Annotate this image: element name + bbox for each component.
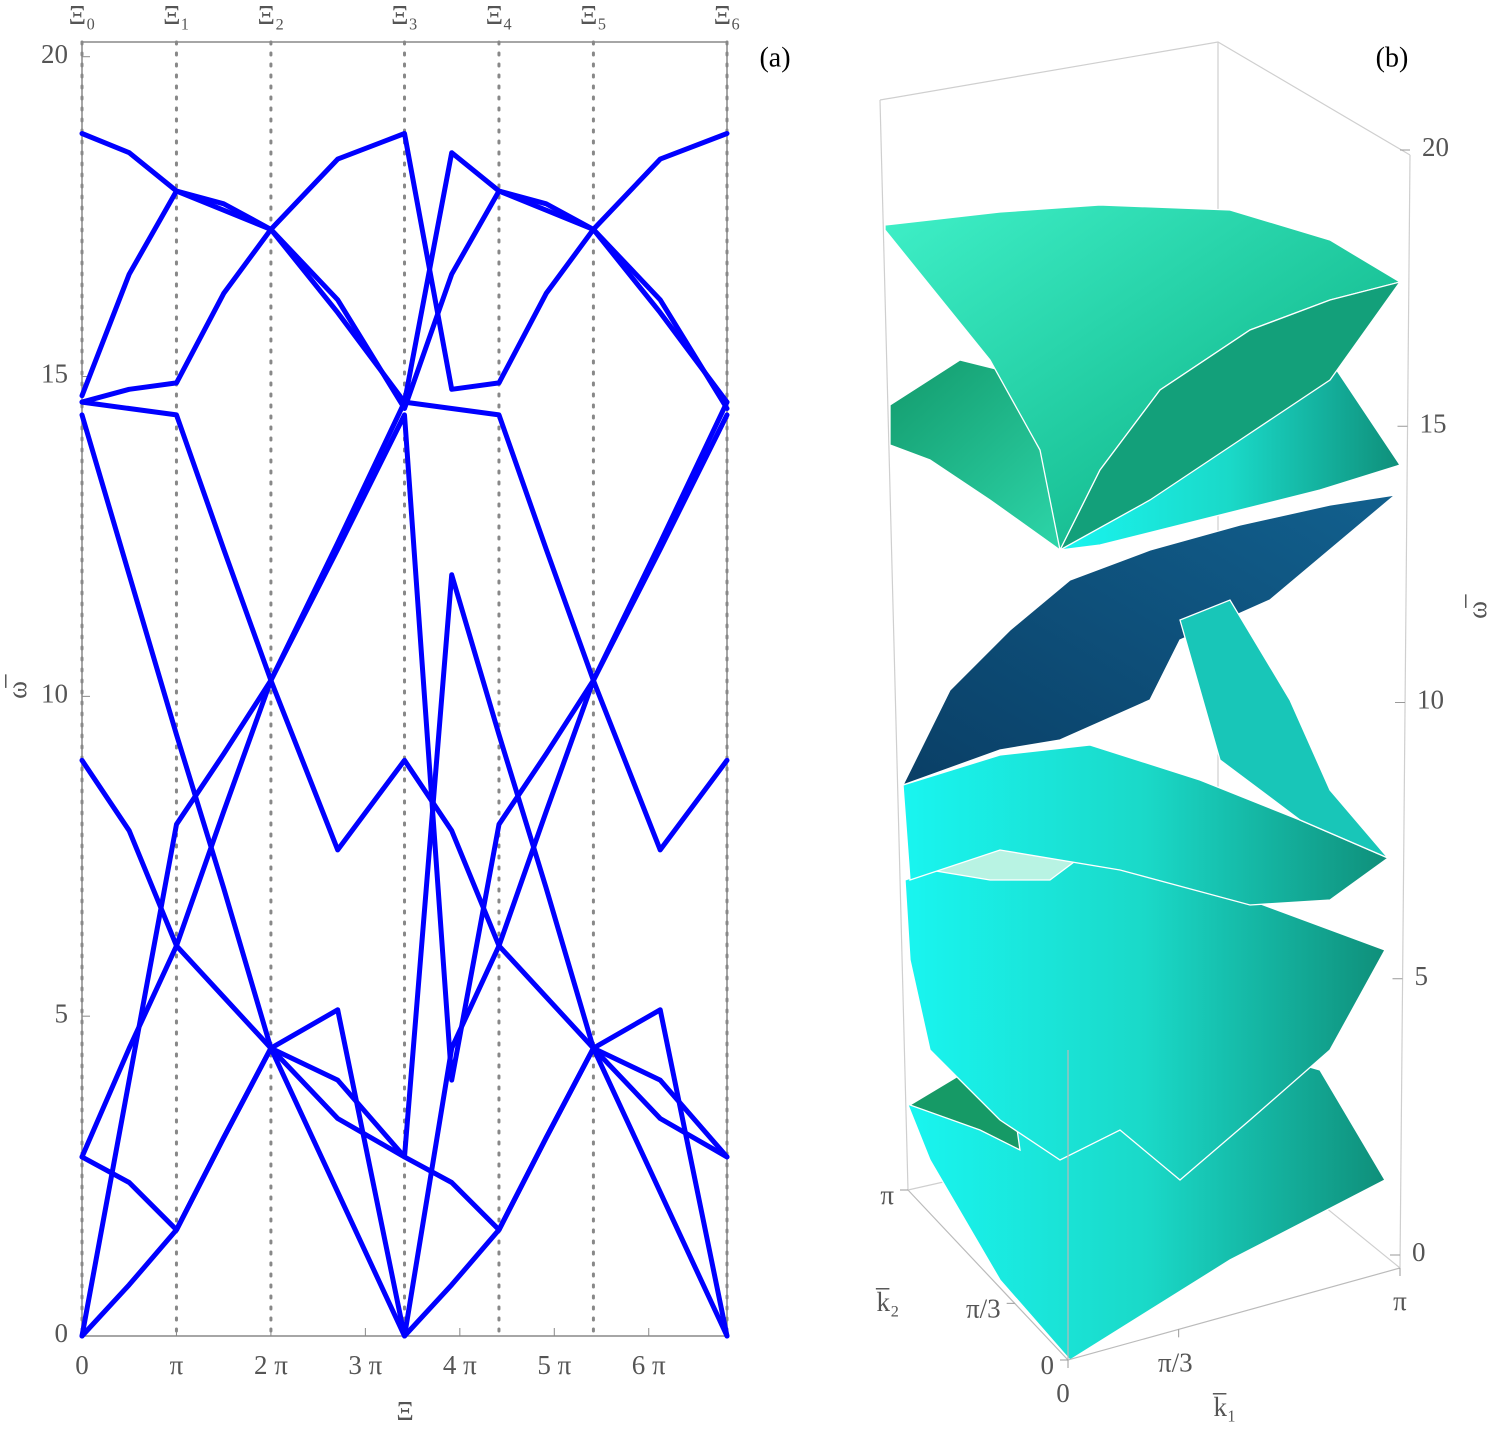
x-tick-label: π (1393, 1286, 1407, 1316)
x2-tick-label: Ξ₃ (391, 0, 418, 30)
x2-tick-label: Ξ₄ (486, 0, 513, 30)
x-tick-label: π/3 (1158, 1348, 1193, 1378)
panel-a: (a) Ξ ω̅ 0 5 10 15 20 0 π 2 π 3 π 4 π 5 π 6 π Ξ₀ Ξ₁ Ξ₂… (2, 0, 790, 1426)
x-tick-label: 0 (75, 1350, 89, 1380)
x-tick-label: 3 π (348, 1350, 382, 1380)
x2-tick-label: Ξ₁ (163, 0, 190, 30)
box-edge (879, 41, 1411, 156)
x2-tick-label: Ξ₆ (714, 0, 741, 30)
y-tick-label: π/3 (966, 1294, 1001, 1324)
x-axis-label: Ξ (396, 1396, 413, 1426)
y-axis-label: ω̅ (2, 674, 32, 699)
x-tick-label: π (170, 1350, 184, 1380)
y-tick-label: π (880, 1180, 894, 1210)
y-tick-label: 15 (41, 359, 68, 389)
surface (902, 744, 1390, 906)
band-line (79, 131, 730, 405)
x-tick-label: 2 π (254, 1350, 288, 1380)
y-tick-label: 20 (41, 39, 68, 69)
x-tick-label: 4 π (443, 1350, 477, 1380)
x-axis-label: k̅₁ (1213, 1392, 1237, 1422)
band-line (79, 1045, 730, 1339)
z-tick-label: 10 (1417, 685, 1444, 715)
z-axis-label: ω̅ (1462, 594, 1492, 619)
band-line (79, 412, 730, 1160)
x2-tick-label: Ξ₀ (69, 0, 96, 30)
box-edge (1399, 154, 1411, 1269)
surface (1179, 599, 1389, 859)
surfaces (884, 204, 1402, 1361)
y-axis-label: k̅₂ (876, 1287, 900, 1317)
x-tick-label: 0 (1056, 1378, 1070, 1408)
z-tick-label: 15 (1420, 408, 1447, 438)
z-tick-label: 20 (1422, 132, 1449, 162)
z-tick-label: 0 (1412, 1237, 1426, 1267)
x-tick-label: 5 π (537, 1350, 571, 1380)
panel-label: (b) (1376, 42, 1409, 73)
x-tick-label: 6 π (632, 1350, 666, 1380)
box-edge (879, 99, 909, 1191)
panel-label: (a) (759, 42, 790, 73)
surface (1058, 280, 1402, 552)
y-tick-label: 5 (55, 998, 69, 1028)
z-tick-label: 5 (1415, 961, 1429, 991)
surface (901, 494, 1398, 787)
x2-tick-label: Ξ₂ (258, 0, 285, 30)
y-tick-label: 0 (55, 1318, 69, 1348)
y-tick-label: 10 (41, 679, 68, 709)
y-tick-label: 0 (1041, 1350, 1055, 1380)
x2-tick-label: Ξ₅ (580, 0, 607, 30)
panel-b: (b) k̅₁ k̅₂ ω̅ (876, 41, 1492, 1422)
